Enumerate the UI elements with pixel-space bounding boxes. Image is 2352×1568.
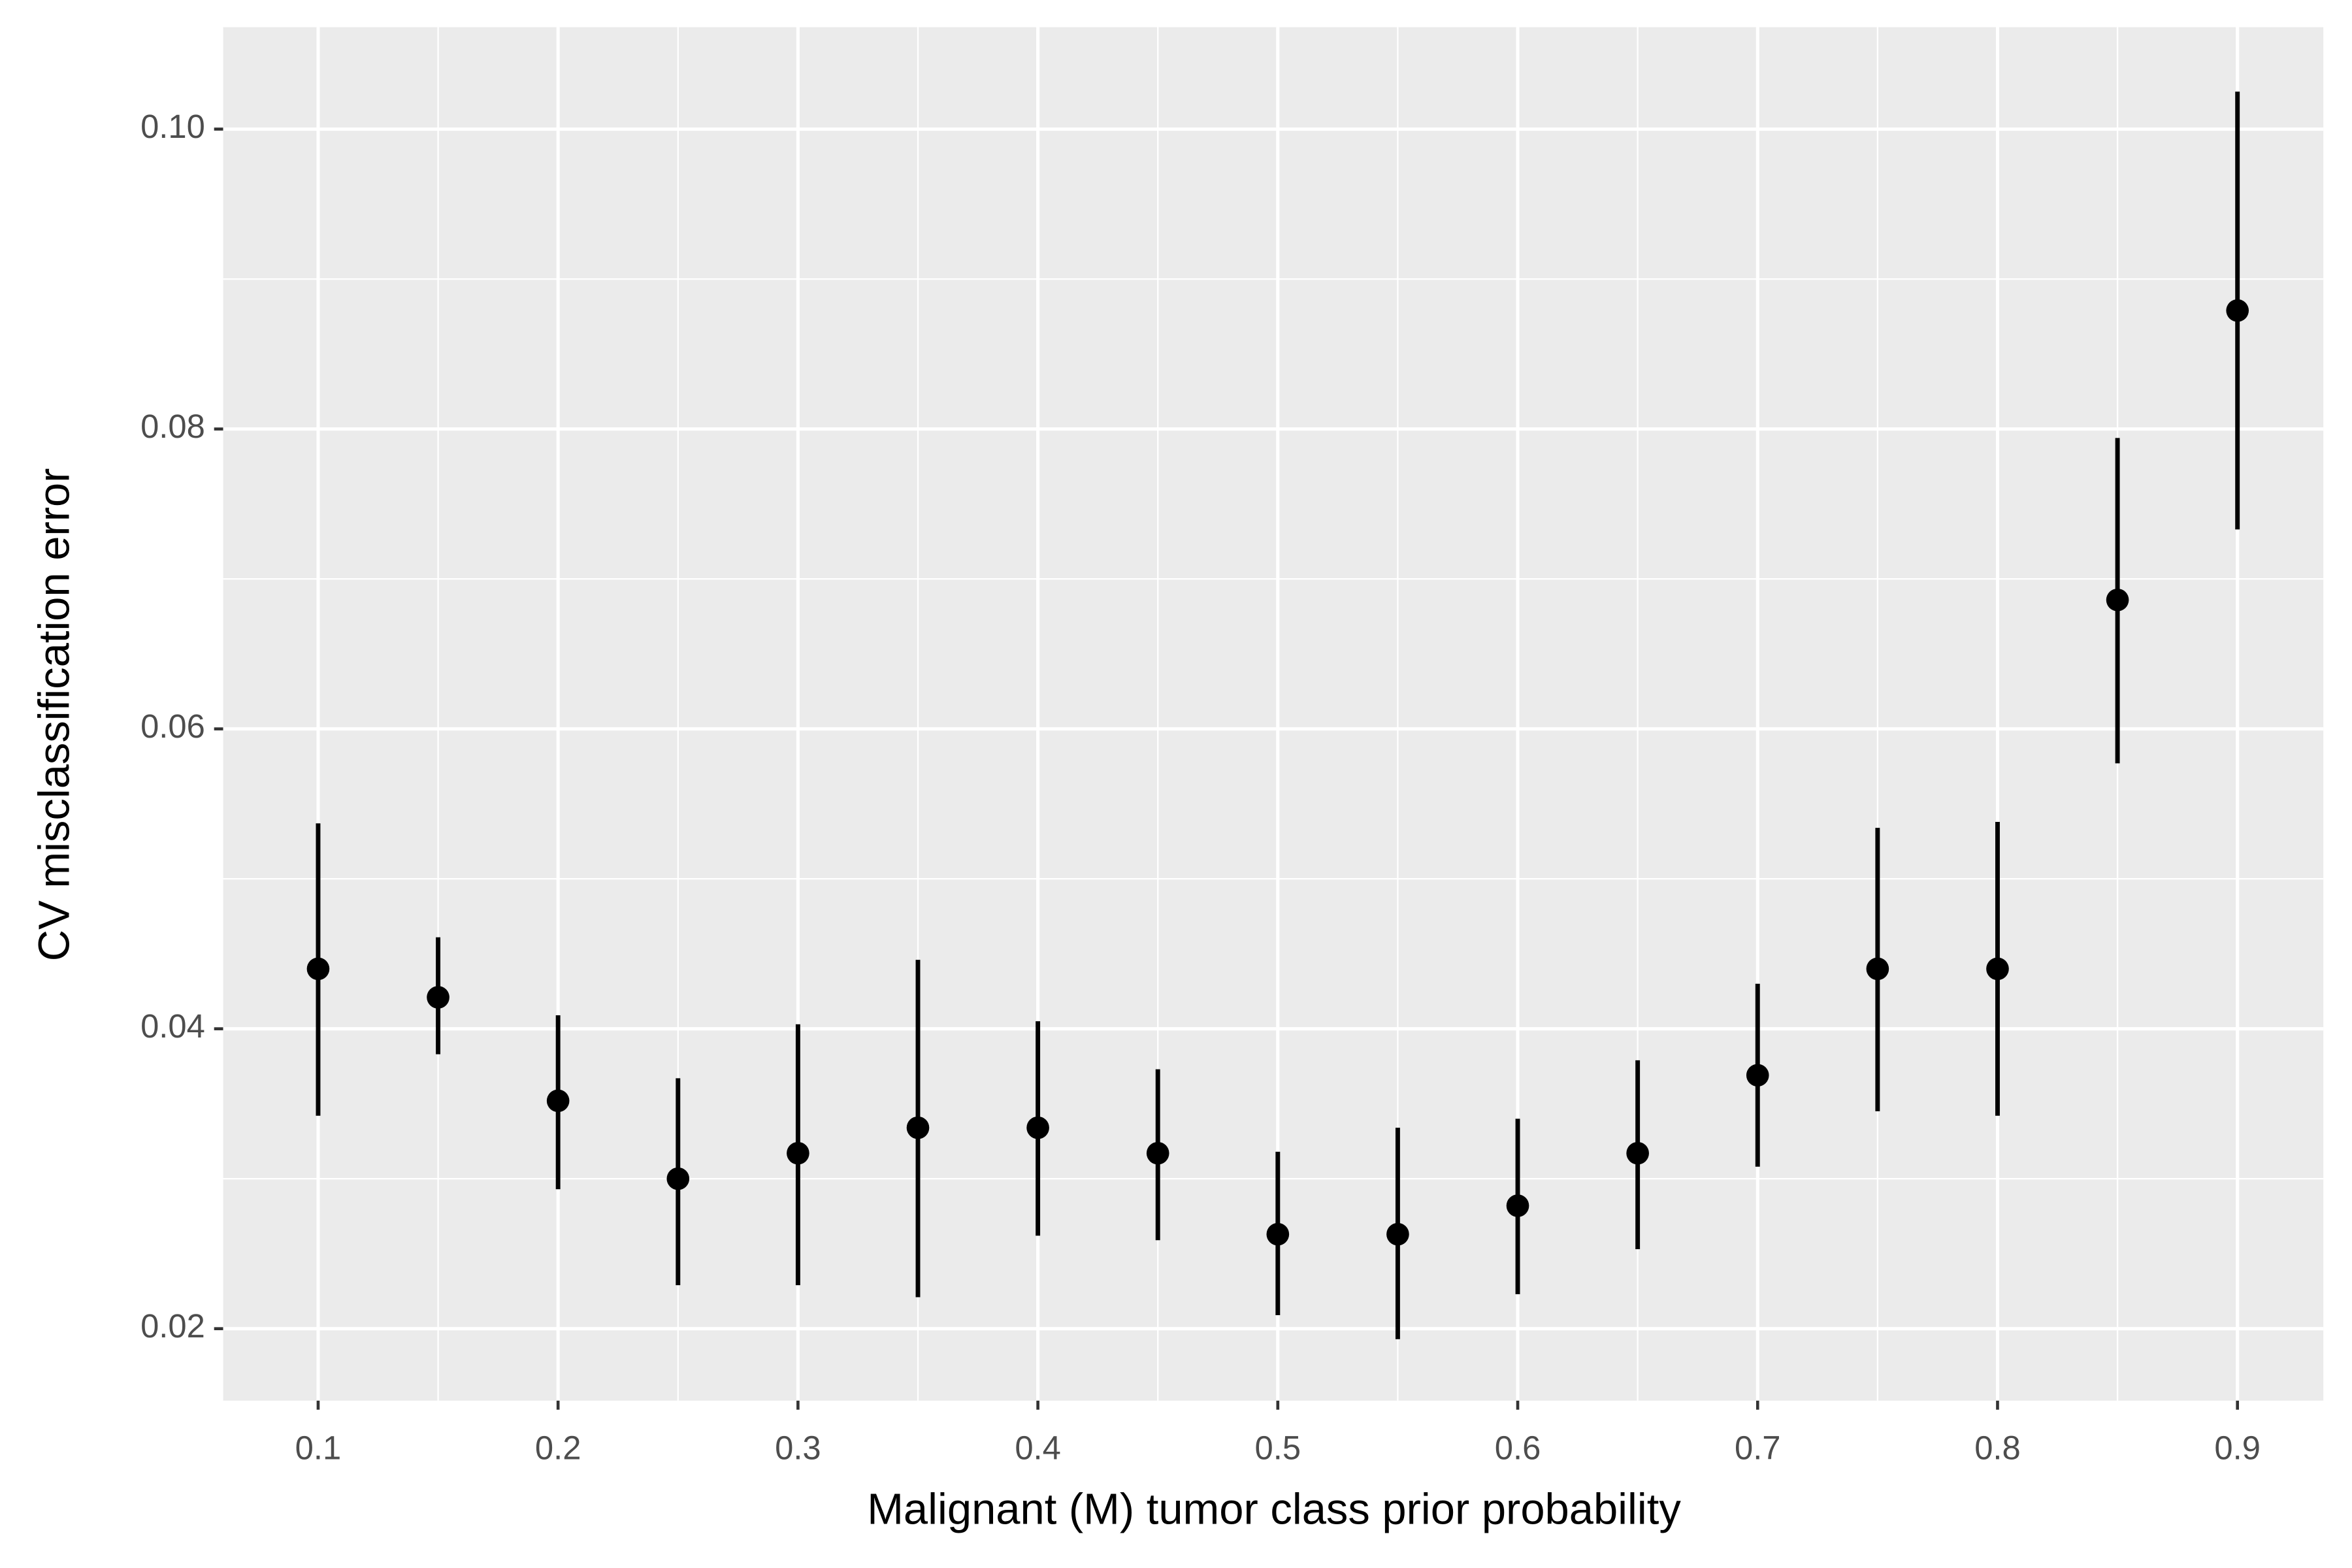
x-tick-label: 0.3 xyxy=(775,1429,821,1466)
x-tick-label: 0.8 xyxy=(1974,1429,2021,1466)
point xyxy=(2106,588,2129,612)
x-tick-label: 0.5 xyxy=(1255,1429,1301,1466)
point xyxy=(1746,1064,1769,1087)
point xyxy=(1386,1222,1409,1246)
plot-panel xyxy=(223,27,2324,1401)
point xyxy=(906,1116,930,1139)
y-tick-label: 0.08 xyxy=(140,408,205,445)
point xyxy=(1266,1222,1290,1246)
y-tick-label: 0.04 xyxy=(140,1007,205,1045)
x-tick-label: 0.7 xyxy=(1735,1429,1781,1466)
point xyxy=(2226,299,2249,322)
point xyxy=(427,986,449,1009)
labels: 0.02 0.04 0.06 0.08 0.10 0.1 0.2 0.3 0.4 0.5 0.6 0.… xyxy=(140,108,2261,1466)
y-tick-label: 0.06 xyxy=(140,708,205,745)
point xyxy=(1026,1116,1049,1139)
point xyxy=(1146,1141,1169,1165)
point xyxy=(1626,1141,1649,1165)
point xyxy=(666,1167,690,1190)
x-tick-label: 0.4 xyxy=(1015,1429,1061,1466)
x-tick-label: 0.1 xyxy=(295,1429,342,1466)
x-tick-label: 0.9 xyxy=(2214,1429,2261,1466)
y-axis-title: CV misclassification error xyxy=(29,468,78,961)
point xyxy=(546,1089,570,1113)
point xyxy=(1986,957,2009,981)
y-tick-label: 0.10 xyxy=(140,108,205,145)
marks xyxy=(306,91,2249,1339)
point xyxy=(787,1141,809,1165)
y-tick-label: 0.02 xyxy=(140,1307,205,1345)
x-axis-title: Malignant (M) tumor class prior probabil… xyxy=(867,1484,1681,1533)
point xyxy=(1866,957,1889,981)
point xyxy=(1506,1194,1529,1217)
point xyxy=(306,957,330,981)
x-tick-label: 0.6 xyxy=(1495,1429,1541,1466)
x-tick-label: 0.2 xyxy=(535,1429,581,1466)
